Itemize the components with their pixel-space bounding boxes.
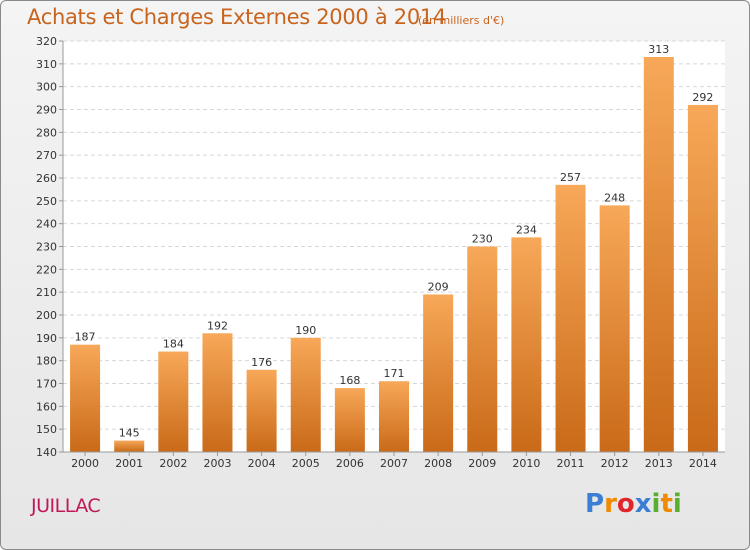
x-tick-label: 2000 (71, 457, 99, 470)
y-tick-label: 250 (36, 195, 57, 208)
data-label: 192 (207, 319, 228, 332)
y-tick-label: 180 (36, 355, 57, 368)
x-tick-label: 2003 (203, 457, 231, 470)
y-tick-label: 150 (36, 423, 57, 436)
x-tick-label: 2006 (336, 457, 364, 470)
bar-2007 (378, 381, 410, 452)
chart-title: Achats et Charges Externes 2000 à 2014 (27, 5, 447, 29)
y-tick-label: 140 (36, 446, 57, 459)
x-tick-label: 2012 (601, 457, 629, 470)
data-label: 313 (648, 43, 669, 56)
y-tick-label: 230 (36, 241, 57, 254)
place-name: JUILLAC (31, 495, 101, 517)
bar-2013 (643, 56, 674, 452)
x-tick-label: 2013 (645, 457, 673, 470)
data-label: 248 (604, 191, 625, 204)
y-tick-label: 320 (36, 35, 57, 48)
logo-letter: i (672, 489, 682, 519)
y-tick-label: 270 (36, 149, 57, 162)
y-tick-label: 260 (36, 172, 57, 185)
x-tick-label: 2001 (115, 457, 143, 470)
y-tick-label: 160 (36, 400, 57, 413)
data-label: 190 (295, 324, 316, 337)
x-tick-label: 2002 (159, 457, 187, 470)
x-tick-label: 2009 (468, 457, 496, 470)
x-tick-label: 2011 (557, 457, 585, 470)
bar-2005 (290, 337, 321, 452)
bar-2012 (599, 205, 630, 452)
bar-2008 (423, 294, 454, 452)
bar-2000 (70, 344, 101, 452)
y-tick-label: 220 (36, 263, 57, 276)
bar-2009 (467, 246, 498, 452)
bar-2011 (555, 184, 586, 452)
proxiti-logo: Proxiti (585, 489, 682, 519)
data-label: 257 (560, 171, 581, 184)
bar-2004 (246, 369, 277, 452)
bar-2001 (114, 440, 145, 452)
data-label: 292 (692, 91, 713, 104)
bar-2010 (511, 237, 542, 452)
x-tick-label: 2010 (512, 457, 540, 470)
y-tick-label: 200 (36, 309, 57, 322)
bar-2002 (158, 351, 189, 452)
x-tick-label: 2004 (248, 457, 276, 470)
bar-2003 (202, 333, 233, 452)
x-tick-label: 2007 (380, 457, 408, 470)
bar-2014 (687, 104, 718, 452)
x-tick-label: 2005 (292, 457, 320, 470)
y-tick-label: 290 (36, 104, 57, 117)
logo-letter: t (660, 489, 673, 519)
y-tick-label: 210 (36, 286, 57, 299)
y-tick-label: 170 (36, 378, 57, 391)
data-label: 145 (119, 427, 140, 440)
data-label: 209 (428, 280, 449, 293)
data-label: 234 (516, 223, 537, 236)
logo-letter: P (585, 489, 605, 519)
data-label: 168 (339, 374, 360, 387)
data-label: 176 (251, 356, 272, 369)
x-tick-label: 2014 (689, 457, 717, 470)
logo-letter: r (604, 489, 617, 519)
logo-letter: x (634, 489, 652, 519)
chart-subtitle: (en milliers d'€) (418, 14, 505, 27)
y-tick-label: 310 (36, 58, 57, 71)
y-tick-label: 240 (36, 218, 57, 231)
data-label: 171 (384, 367, 405, 380)
y-tick-label: 300 (36, 81, 57, 94)
y-tick-label: 190 (36, 332, 57, 345)
bar-2006 (334, 388, 365, 452)
x-tick-label: 2008 (424, 457, 452, 470)
logo-letter: o (616, 489, 635, 519)
data-label: 187 (75, 331, 96, 344)
data-label: 184 (163, 338, 184, 351)
data-label: 230 (472, 233, 493, 246)
logo-letter: i (651, 489, 661, 519)
y-tick-label: 280 (36, 126, 57, 139)
